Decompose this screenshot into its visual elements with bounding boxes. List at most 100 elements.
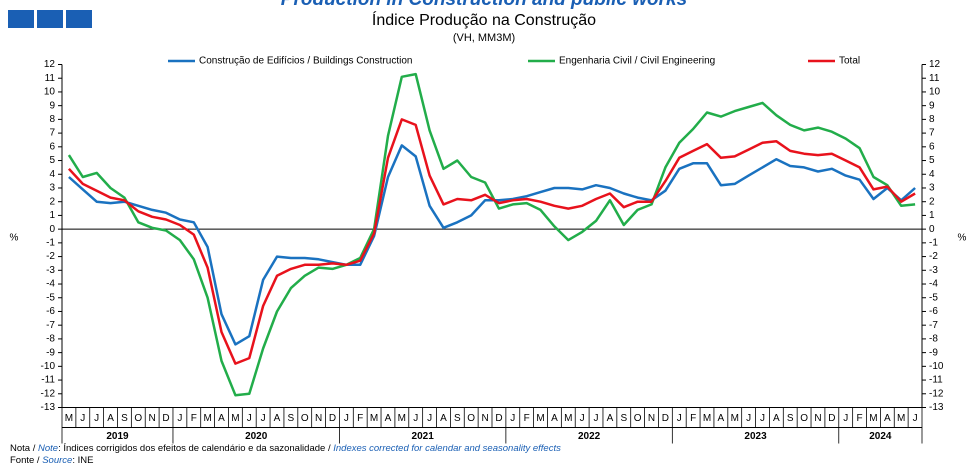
- y2-tick-label: 7: [929, 128, 935, 139]
- x-tick-label: A: [718, 413, 725, 424]
- x-tick-label: D: [828, 413, 835, 424]
- x-tick-label: J: [344, 413, 349, 424]
- y-tick-label: 4: [49, 169, 55, 180]
- y2-tick-label: 6: [929, 141, 935, 152]
- y-tick-label: -9: [46, 347, 55, 358]
- y-axis-label: %: [10, 233, 19, 244]
- x-tick-label: J: [746, 413, 751, 424]
- year-label: 2022: [578, 431, 601, 442]
- y-tick-label: 9: [49, 100, 55, 111]
- x-tick-label: A: [274, 413, 281, 424]
- y2-tick-label: 11: [929, 73, 940, 84]
- series-line: [68, 144, 916, 346]
- y-tick-label: -10: [41, 361, 56, 372]
- y2-tick-label: 12: [929, 59, 941, 70]
- header: Production in Construction and public wo…: [281, 0, 687, 10]
- x-tick-label: J: [177, 413, 182, 424]
- y-tick-label: 3: [49, 183, 55, 194]
- y-tick-label: -2: [46, 251, 55, 262]
- x-tick-label: S: [454, 413, 461, 424]
- series-line: [67, 118, 916, 365]
- note: Nota / Note: Índices corrigidos dos efei…: [10, 443, 561, 454]
- x-tick-label: N: [648, 413, 655, 424]
- x-tick-label: F: [524, 413, 530, 424]
- x-tick-label: M: [731, 413, 739, 424]
- y-tick-label: 6: [49, 141, 55, 152]
- y-tick-label: 0: [49, 224, 55, 235]
- x-tick-label: N: [481, 413, 488, 424]
- note-text-en: Indexes corrected for calendar and seaso…: [333, 443, 561, 454]
- y2-tick-label: 5: [929, 155, 935, 166]
- source-text: : INE: [72, 455, 93, 465]
- y-tick-label: -13: [41, 402, 56, 413]
- y2-tick-label: -4: [929, 279, 938, 290]
- x-tick-label: O: [134, 413, 142, 424]
- x-tick-label: A: [607, 413, 614, 424]
- chart-subtitle: (VH, MM3M): [453, 32, 515, 44]
- x-tick-label: A: [440, 413, 447, 424]
- x-tick-label: N: [814, 413, 821, 424]
- x-tick-label: J: [510, 413, 515, 424]
- y-tick-label: -4: [46, 279, 55, 290]
- x-tick-label: J: [94, 413, 99, 424]
- logo-block: [66, 10, 92, 28]
- x-tick-label: A: [551, 413, 558, 424]
- y2-tick-label: 4: [929, 169, 935, 180]
- note-label: Nota /: [10, 443, 38, 454]
- legend-label: Engenharia Civil / Civil Engineering: [559, 56, 715, 67]
- x-tick-label: M: [897, 413, 905, 424]
- x-tick-label: O: [301, 413, 309, 424]
- x-tick-label: J: [427, 413, 432, 424]
- x-tick-label: F: [857, 413, 863, 424]
- y-tick-label: 11: [45, 73, 56, 84]
- year-label: 2024: [869, 431, 892, 442]
- x-tick-label: J: [413, 413, 418, 424]
- y2-tick-label: -11: [929, 375, 943, 386]
- y2-tick-label: -8: [929, 334, 938, 345]
- y2-tick-label: -5: [929, 292, 938, 303]
- y-tick-label: 2: [49, 196, 55, 207]
- year-label: 2023: [744, 431, 767, 442]
- x-tick-label: J: [261, 413, 266, 424]
- x-tick-label: O: [467, 413, 475, 424]
- year-label: 2021: [412, 431, 435, 442]
- x-tick-label: D: [162, 413, 169, 424]
- y-tick-label: -12: [41, 388, 56, 399]
- year-label: 2019: [106, 431, 129, 442]
- y2-axis-label: %: [958, 233, 967, 244]
- x-tick-label: J: [247, 413, 252, 424]
- x-tick-label: O: [800, 413, 808, 424]
- x-tick-label: S: [121, 413, 128, 424]
- x-tick-label: O: [634, 413, 642, 424]
- y2-tick-label: -2: [929, 251, 938, 262]
- year-label: 2020: [245, 431, 268, 442]
- x-tick-label: M: [703, 413, 711, 424]
- y-tick-label: -1: [46, 238, 55, 249]
- y-tick-label: -3: [46, 265, 55, 276]
- y-tick-label: 12: [44, 59, 56, 70]
- x-tick-label: M: [203, 413, 211, 424]
- y2-tick-label: -1: [929, 238, 938, 249]
- y-tick-label: 8: [49, 114, 55, 125]
- source-label: Fonte /: [10, 455, 42, 465]
- legend-label: Construção de Edifícios / Buildings Cons…: [199, 56, 412, 67]
- y2-tick-label: 2: [929, 196, 935, 207]
- x-tick-label: D: [329, 413, 336, 424]
- x-tick-label: M: [564, 413, 572, 424]
- y2-tick-label: -3: [929, 265, 938, 276]
- x-tick-label: M: [398, 413, 406, 424]
- x-tick-label: M: [65, 413, 73, 424]
- y2-tick-label: 10: [929, 87, 941, 98]
- logo-block: [37, 10, 63, 28]
- source: Fonte / Source: INE: [10, 455, 93, 465]
- x-tick-label: S: [620, 413, 627, 424]
- x-tick-label: F: [191, 413, 197, 424]
- x-tick-label: S: [787, 413, 794, 424]
- y-tick-label: 7: [49, 128, 55, 139]
- note-text: : Índices corrigidos dos efeitos de cale…: [58, 443, 333, 454]
- x-tick-label: S: [288, 413, 295, 424]
- logo-block: [8, 10, 34, 28]
- y-tick-label: -11: [41, 375, 55, 386]
- source-label-en: Source: [42, 455, 72, 465]
